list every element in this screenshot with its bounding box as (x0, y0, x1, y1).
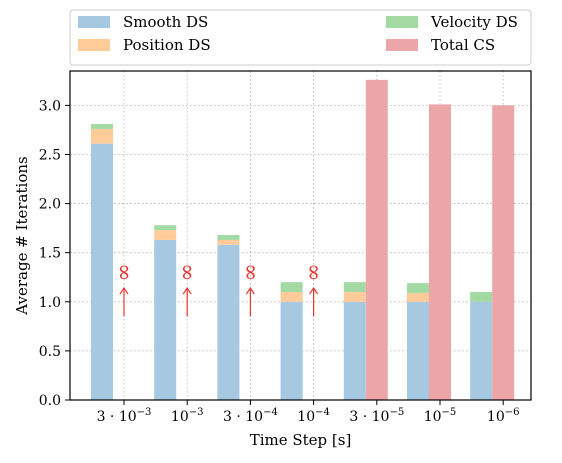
legend-swatch (78, 39, 110, 51)
bar-position-ds (407, 292, 429, 302)
bar-total-cs (492, 105, 515, 400)
divergence-marker: ∞ (175, 263, 200, 317)
bar-smooth-ds (91, 143, 113, 400)
y-tick-label: 2.5 (39, 147, 61, 163)
infinity-symbol: ∞ (112, 263, 137, 281)
bar-position-ds (280, 291, 303, 302)
x-tick-label: 3 · 10−4 (223, 407, 278, 425)
plot-frame (69, 70, 532, 401)
y-tick-label: 0.0 (39, 393, 61, 409)
bar-smooth-ds (470, 301, 493, 400)
y-tick-label: 2.0 (39, 197, 61, 213)
legend: Smooth DS Position DS Velocity DS Total CS (69, 9, 532, 66)
bar-position-ds (91, 128, 113, 144)
legend-swatch (386, 39, 418, 51)
legend-swatch (78, 16, 110, 28)
x-tick-label: 3 · 10−5 (349, 407, 404, 425)
bar-velocity-ds (407, 283, 429, 293)
arrow-head-icon (245, 286, 255, 295)
bar-smooth-ds (154, 239, 177, 400)
x-tick-label: 10−4 (297, 407, 330, 425)
arrow-head-icon (119, 286, 129, 295)
divergence-marker: ∞ (112, 263, 137, 317)
bar-velocity-ds (217, 235, 240, 240)
y-tick-label: 1.0 (39, 295, 61, 311)
divergence-marker: ∞ (238, 263, 263, 317)
bar-velocity-ds (470, 291, 493, 302)
legend-swatch (386, 16, 418, 28)
bars (91, 79, 515, 400)
divergence-markers: ∞ ∞ ∞ ∞ (112, 263, 326, 317)
legend-label: Velocity DS (430, 13, 518, 31)
x-axis: 3 · 10−3 10−3 3 · 10−4 10−4 3 · 10−5 10−5 10−6 (97, 400, 520, 425)
divergence-marker: ∞ (301, 263, 326, 317)
infinity-symbol: ∞ (301, 263, 326, 281)
infinity-symbol: ∞ (175, 263, 200, 281)
bar-position-ds (343, 291, 366, 302)
bar-velocity-ds (280, 282, 303, 292)
y-axis-label: Average # Iterations (13, 156, 31, 315)
bar-smooth-ds (407, 301, 429, 400)
bar-smooth-ds (343, 301, 366, 400)
bar-velocity-ds (154, 225, 177, 231)
bar-velocity-ds (91, 124, 113, 129)
legend-label: Position DS (123, 36, 211, 54)
bar-velocity-ds (343, 282, 366, 292)
bar-position-ds (217, 239, 240, 245)
y-tick-label: 0.5 (39, 344, 61, 360)
y-axis: 0.0 0.5 1.0 1.5 2.0 2.5 3.0 (39, 98, 70, 409)
x-tick-label: 10−3 (171, 407, 204, 425)
bar-smooth-ds (280, 301, 303, 400)
legend-label: Total CS (431, 36, 495, 54)
x-axis-label: Time Step [s] (250, 431, 352, 449)
y-tick-label: 3.0 (39, 98, 61, 114)
x-tick-label: 3 · 10−3 (97, 407, 152, 425)
infinity-symbol: ∞ (238, 263, 263, 281)
bar-position-ds (154, 230, 177, 240)
bar-smooth-ds (217, 244, 240, 400)
arrow-head-icon (182, 286, 192, 295)
arrow-head-icon (309, 286, 319, 295)
y-tick-label: 1.5 (39, 246, 61, 262)
legend-label: Smooth DS (123, 13, 208, 31)
bar-total-cs (365, 79, 388, 400)
x-tick-label: 10−5 (424, 407, 457, 425)
x-tick-label: 10−6 (487, 407, 520, 425)
bar-total-cs (429, 104, 451, 400)
